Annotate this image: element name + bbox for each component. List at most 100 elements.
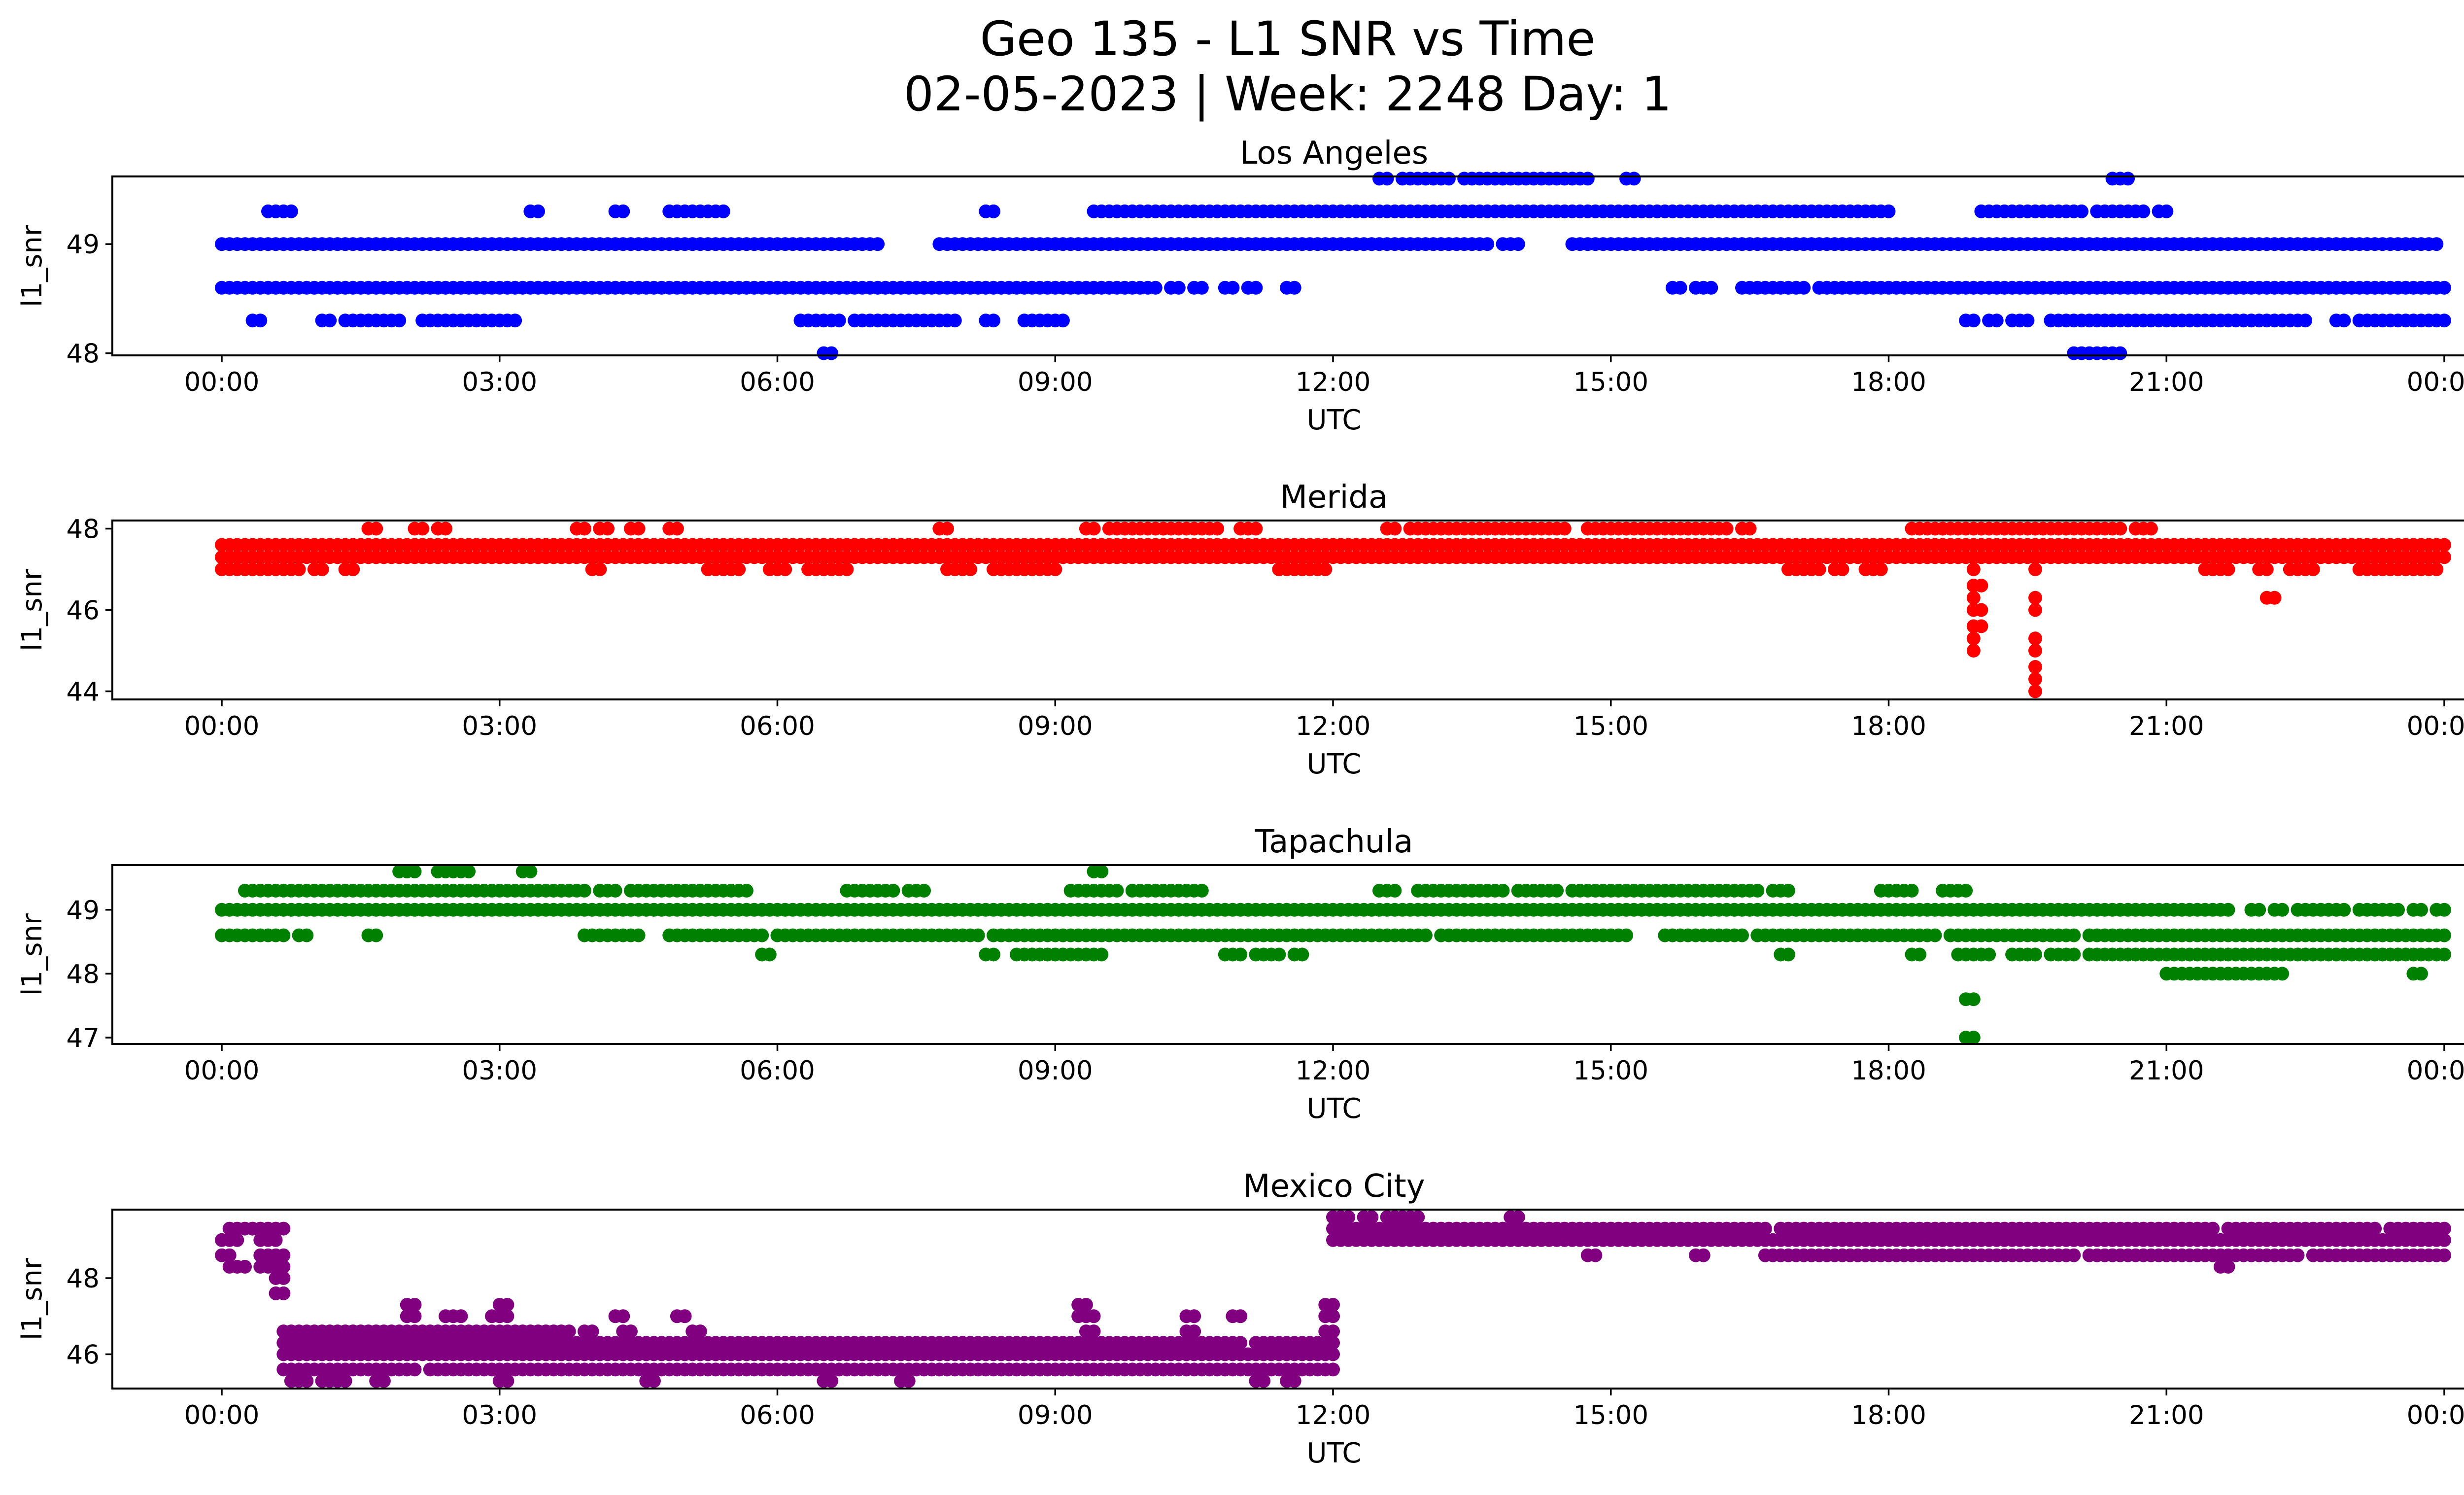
data-point	[508, 313, 522, 328]
y-tick-label: 46	[67, 1340, 100, 1370]
y-axis-label: l1_snr	[16, 913, 48, 996]
data-point	[631, 522, 646, 536]
data-point	[2067, 947, 2081, 962]
data-point	[1966, 644, 1981, 658]
data-point	[2252, 903, 2266, 917]
x-tick-label: 00:00	[184, 1400, 260, 1430]
data-point	[1627, 172, 1641, 186]
data-points	[215, 1210, 2451, 1388]
data-point	[578, 522, 591, 536]
data-point	[1233, 1309, 1248, 1323]
data-point	[276, 1221, 291, 1236]
data-point	[2267, 591, 2282, 605]
data-point	[269, 1233, 283, 1247]
data-point	[454, 1309, 468, 1323]
subplot-title: Merida	[1280, 479, 1388, 516]
data-point	[593, 562, 607, 576]
data-point	[616, 204, 630, 218]
data-point	[408, 1298, 422, 1312]
data-point	[300, 928, 314, 942]
data-point	[1750, 883, 1765, 898]
data-point	[2414, 967, 2428, 981]
data-point	[500, 1309, 514, 1323]
data-point	[1233, 947, 1248, 962]
data-point	[253, 313, 268, 328]
x-tick-label: 15:00	[1573, 1400, 1648, 1430]
data-point	[1272, 947, 1286, 962]
data-point	[987, 204, 1000, 218]
x-tick-label: 00:00	[2407, 367, 2464, 397]
x-axis-label: UTC	[1306, 1093, 1361, 1125]
data-point	[755, 928, 769, 942]
x-tick-label: 06:00	[740, 711, 815, 741]
x-tick-label: 00:00	[184, 367, 260, 397]
data-point	[948, 313, 962, 328]
axes-frame	[111, 175, 2464, 356]
data-point	[987, 947, 1000, 962]
y-tick-label: 49	[67, 896, 100, 926]
data-point	[1326, 1298, 1340, 1312]
data-point	[346, 562, 360, 576]
data-point	[2221, 562, 2235, 576]
data-point	[1249, 522, 1263, 536]
data-point	[2306, 562, 2320, 576]
data-point	[1388, 883, 1402, 898]
data-point	[1341, 1210, 1356, 1224]
x-tick-label: 09:00	[1018, 711, 1093, 741]
data-point	[1079, 1298, 1093, 1312]
data-point	[1619, 928, 1634, 942]
data-point	[376, 1374, 391, 1388]
data-point	[276, 1271, 291, 1285]
x-tick-label: 00:00	[2407, 1400, 2464, 1430]
data-point	[1966, 562, 1981, 576]
data-point	[300, 1374, 314, 1388]
data-point	[585, 1324, 599, 1339]
data-point	[2113, 346, 2127, 360]
data-point	[1959, 883, 1973, 898]
data-point	[1580, 172, 1595, 186]
data-point	[2437, 313, 2451, 328]
data-point	[2437, 928, 2451, 942]
data-point	[415, 522, 430, 536]
data-point	[2159, 204, 2174, 218]
subplot-title: Mexico City	[1243, 1168, 1425, 1205]
data-point	[1966, 591, 1981, 605]
data-point	[1148, 280, 1163, 295]
data-point	[2259, 562, 2274, 576]
data-point	[1365, 1210, 1379, 1224]
data-point	[963, 562, 977, 576]
data-point	[1974, 619, 1988, 633]
data-point	[1557, 522, 1572, 536]
data-point	[1797, 280, 1811, 295]
x-axis-label: UTC	[1306, 1437, 1361, 1469]
data-point	[1295, 947, 1309, 962]
data-point	[2028, 603, 2042, 617]
data-point	[2298, 313, 2313, 328]
data-point	[871, 237, 885, 251]
data-point	[2275, 967, 2290, 981]
data-point	[2028, 591, 2042, 605]
x-tick-label: 12:00	[1296, 367, 1371, 397]
data-point	[971, 928, 985, 942]
data-point	[2437, 947, 2451, 962]
data-point	[2430, 237, 2444, 251]
data-point	[631, 928, 646, 942]
data-point	[739, 883, 753, 898]
data-point	[500, 1374, 514, 1388]
data-point	[500, 1298, 514, 1312]
y-tick-label: 44	[67, 677, 100, 707]
data-point	[917, 883, 931, 898]
x-tick-label: 03:00	[462, 1056, 537, 1086]
subplot-panels: Los Angeles 00:00 03:00 06:00 09:00 12:00 15:0…	[16, 135, 2464, 1469]
data-point	[2067, 1248, 2081, 1262]
x-axis-label: UTC	[1306, 404, 1361, 436]
data-point	[732, 562, 746, 576]
data-point	[1874, 562, 1888, 576]
data-point	[1056, 313, 1070, 328]
x-tick-label: 18:00	[1851, 711, 1926, 741]
data-point	[531, 204, 545, 218]
x-tick-label: 03:00	[462, 711, 537, 741]
data-point	[2113, 522, 2127, 536]
data-point	[2136, 204, 2151, 218]
data-point	[276, 1286, 291, 1300]
